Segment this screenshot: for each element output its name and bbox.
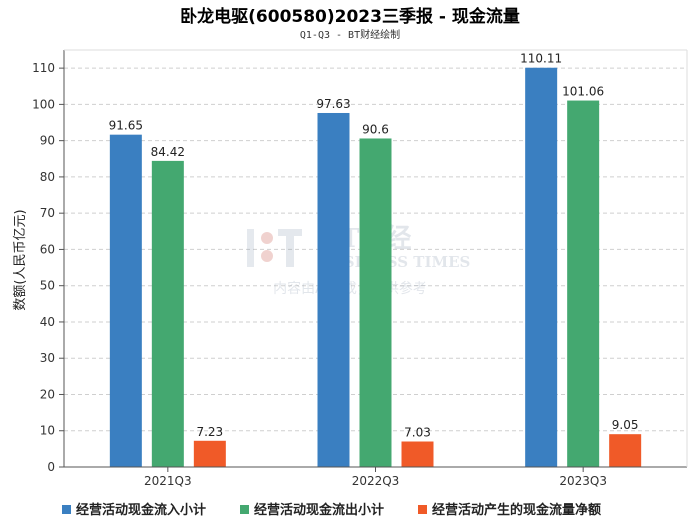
y-tick-label: 30: [40, 351, 55, 365]
bar-2021Q3-series-3: [193, 440, 226, 467]
legend-swatch-3: [418, 505, 427, 514]
legend: 经营活动现金流入小计 经营活动现金流出小计 经营活动产生的现金流量净额: [62, 502, 601, 518]
bar-2023Q3-series-1: [525, 67, 558, 467]
chart-title: 卧龙电驱(600580)2023三季报 - 现金流量: [180, 6, 520, 27]
y-axis-label: 数额(人民币亿元): [13, 209, 28, 310]
x-tick-label: 2021Q3: [144, 474, 192, 488]
y-tick-label: 90: [40, 134, 55, 148]
y-tick-label: 10: [40, 424, 55, 438]
data-label: 97.63: [316, 97, 350, 111]
bars: [109, 67, 642, 468]
bar-2021Q3-series-1: [109, 134, 142, 467]
data-labels: 91.65 84.42 7.23 97.63 90.6 7.03 110.11 101.06 9…: [109, 52, 639, 440]
y-tick-label: 110: [32, 61, 55, 75]
data-label: 7.23: [196, 425, 223, 439]
x-tick-label: 2022Q3: [352, 474, 400, 488]
y-tick-label: 80: [40, 170, 55, 184]
data-label: 101.06: [562, 85, 604, 99]
bt-logo-icon: [247, 229, 302, 267]
legend-swatch-2: [240, 505, 249, 514]
legend-label-2: 经营活动现金流出小计: [254, 502, 384, 518]
y-tick-label: 100: [32, 97, 55, 111]
y-tick-label: 60: [40, 242, 55, 256]
bar-2023Q3-series-2: [567, 100, 600, 467]
bar-2023Q3-series-3: [609, 434, 642, 467]
bar-2021Q3-series-2: [151, 160, 184, 467]
data-label: 7.03: [404, 426, 431, 440]
y-axis-ticks: 0 10 20 30 40 50 60 70 80 90 100 110: [32, 61, 64, 474]
legend-label-3: 经营活动产生的现金流量净额: [432, 502, 601, 518]
data-label: 9.05: [612, 418, 639, 432]
legend-label-1: 经营活动现金流入小计: [76, 502, 206, 518]
data-label: 90.6: [362, 122, 389, 136]
chart-subtitle: Q1-Q3 - BT财经绘制: [300, 28, 400, 41]
watermark-english: BUSINESS TIMES: [318, 253, 470, 271]
bar-2022Q3-series-2: [359, 138, 392, 468]
y-tick-label: 50: [40, 279, 55, 293]
data-label: 84.42: [151, 145, 185, 159]
y-tick-label: 70: [40, 206, 55, 220]
data-label: 110.11: [520, 52, 562, 66]
y-tick-label: 20: [40, 387, 55, 401]
bar-2022Q3-series-3: [401, 441, 434, 467]
y-tick-label: 40: [40, 315, 55, 329]
legend-swatch-1: [62, 505, 71, 514]
x-axis-ticks: 2021Q3 2022Q3 2023Q3: [144, 467, 607, 488]
y-tick-label: 0: [47, 460, 55, 474]
watermark-note: 内容由AI生成，仅供参考: [273, 280, 427, 297]
bar-2022Q3-series-1: [317, 112, 350, 467]
x-tick-label: 2023Q3: [559, 474, 607, 488]
data-label: 91.65: [109, 119, 143, 133]
